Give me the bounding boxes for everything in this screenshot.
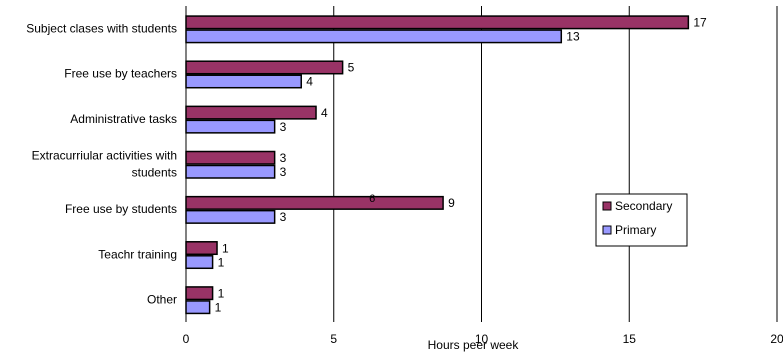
bar-secondary [185,60,344,75]
bar-primary [185,209,276,224]
category-label: Extracurriular activities with students [32,149,177,180]
category-label-line: Administrative tasks [70,112,177,126]
value-label: 3 [280,120,287,134]
value-label: 1 [218,286,225,300]
x-tick-label: 0 [183,332,190,346]
category-label: Free use by students [65,202,177,216]
value-label: 5 [348,61,355,75]
category-label: Administrative tasks [70,112,177,126]
value-label: 1 [218,255,225,269]
legend-label-primary: Primary [615,223,656,237]
x-tick-label: 20 [770,332,783,346]
legend-label-secondary: Secondary [615,199,672,213]
value-label: 4 [321,106,328,120]
category-label-line: Free use by teachers [64,67,177,81]
x-tick-labels: 0 5 10 15 20 [183,332,783,346]
category-label: Free use by teachers [64,67,177,81]
bars [185,15,690,315]
category-label-line: students [132,166,177,180]
legend-swatch-primary [602,225,612,235]
value-label: 1 [215,300,222,314]
category-label-line: Other [147,292,177,306]
x-axis-title: Hours peer week [428,338,520,352]
category-label-line: Teachr training [98,247,177,261]
annotation-label: 6 [369,193,375,205]
grid-lines [333,6,778,322]
value-label: 13 [566,30,580,44]
legend-items: Secondary Primary [602,199,672,237]
legend-box [595,193,688,247]
category-label-line: Free use by students [65,202,177,216]
bar-secondary [185,105,317,120]
category-label: Other [147,292,177,306]
x-tick-label: 10 [475,332,489,346]
value-label: 3 [280,210,287,224]
bar-secondary [185,241,218,256]
bar-secondary [185,15,690,30]
value-label: 17 [693,16,707,30]
category-labels: Subject clases with students Free use by … [26,22,177,307]
category-label-line: Subject clases with students [26,22,177,36]
bar-primary [185,255,214,270]
value-label: 9 [448,196,455,210]
bar-primary [185,74,302,89]
value-label: 3 [280,165,287,179]
bar-secondary [185,286,214,301]
category-label-line: Extracurriular activities with [32,149,177,163]
bar-primary [185,119,276,134]
bar-secondary [185,150,276,165]
bar-secondary [185,195,444,210]
value-label: 4 [306,75,313,89]
value-label: 3 [280,151,287,165]
category-label: Teachr training [98,247,177,261]
x-tick-label: 15 [623,332,637,346]
bar-primary [185,300,211,315]
bar-primary [185,29,563,44]
annotations: 6 [369,193,375,205]
category-label: Subject clases with students [26,22,177,36]
bar-primary [185,164,276,179]
legend-swatch-secondary [602,201,612,211]
legend: Secondary Primary [595,193,688,247]
x-tick-label: 5 [330,332,337,346]
value-label: 1 [222,241,229,255]
